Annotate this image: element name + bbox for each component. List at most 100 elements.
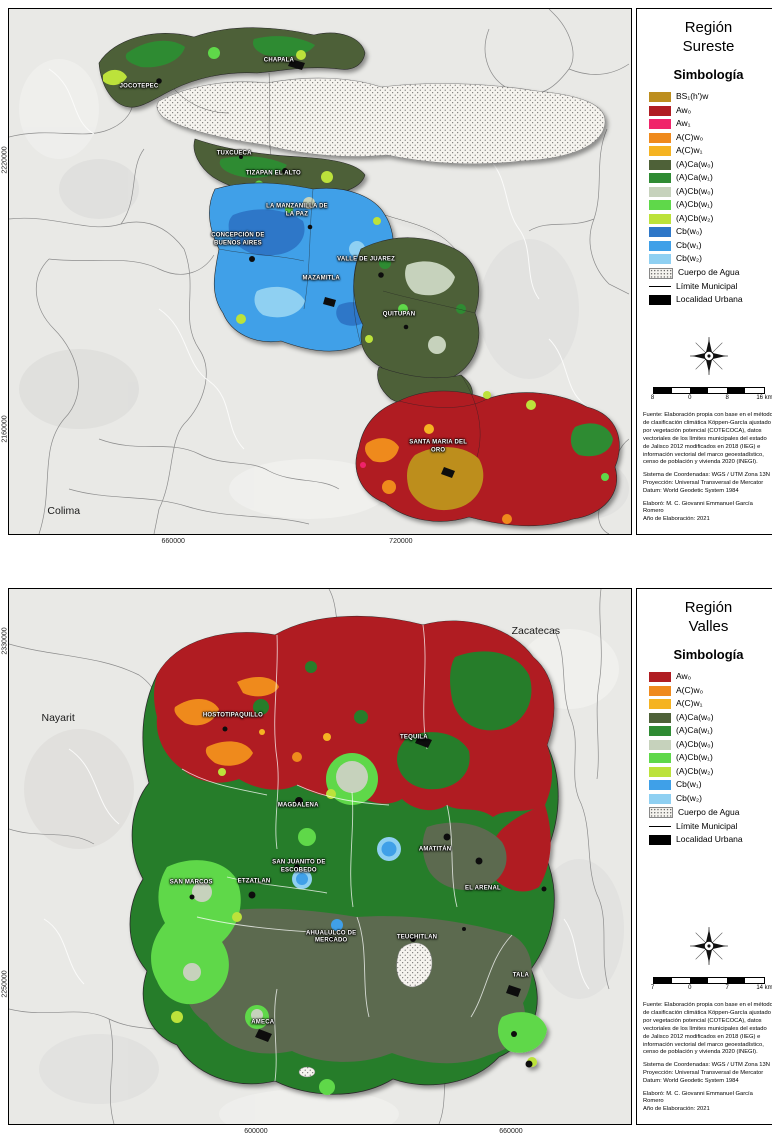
legend-label: Aw₁	[676, 118, 691, 129]
legend-label: (A)Cb(w₁)	[676, 752, 713, 763]
legend-label: Cb(w₁)	[676, 239, 702, 250]
scalebar-label: 7	[725, 985, 729, 992]
map-section-valles: Zacatecas Nayarit HOSTOTIPAQUILLO TEQUILA MA…	[2, 588, 772, 1135]
map-labels: Zacatecas Nayarit HOSTOTIPAQUILLO TEQUILA MA…	[2, 589, 631, 1135]
scalebar-label: 0	[688, 985, 692, 992]
legend-item: A(C)w₀	[649, 131, 772, 143]
municipality-label: AHUALULCO DE MERCADO	[305, 930, 357, 944]
legend-label: Cb(w₂)	[676, 792, 702, 803]
legend-item: Aw₁	[649, 118, 772, 129]
municipality-label: AMATITÁN	[418, 846, 452, 853]
credit-paragraph: Fuente: Elaboración propia con base en e…	[643, 412, 772, 466]
scalebar-label: 14 km	[756, 985, 772, 992]
legend-item: Localidad Urbana	[649, 834, 772, 845]
map-canvas-sureste: CHAPALA JOCOTEPEC TUXCUECA TIZAPAN EL ALTO L…	[2, 8, 632, 545]
legend-title: Simbología	[673, 66, 744, 82]
legend-item: Cb(w₁)	[649, 239, 772, 251]
municipality-label: CONCEPCIÓN DE BUENOS AIRES	[211, 232, 265, 247]
legend-label: A(C)w₀	[676, 684, 704, 695]
legend-item: Cuerpo de Agua	[649, 807, 772, 818]
west-lightgreen	[151, 860, 241, 1005]
legend-swatch-fill	[649, 699, 671, 709]
legend-swatch-fill	[649, 753, 671, 763]
legend-item: Cb(w₂)	[649, 253, 772, 264]
municipality-label: MAGDALENA	[277, 802, 319, 809]
legend-swatch-water	[649, 267, 673, 279]
urban-localities	[156, 59, 455, 478]
legend-item: (A)Ca(w₀)	[649, 159, 772, 170]
scalebar-labels: 8 0 8 16 km	[650, 395, 772, 403]
legend-label: A(C)w₀	[676, 131, 704, 142]
scale-bar: 8 0 8 16 km	[650, 387, 772, 403]
legend-item: (A)Cb(w₂)	[649, 765, 772, 777]
legend-swatch-fill	[649, 119, 671, 129]
map-canvas-valles: Zacatecas Nayarit HOSTOTIPAQUILLO TEQUILA MA…	[2, 588, 632, 1135]
map-title: Región Valles	[684, 599, 733, 635]
lake-chapala	[156, 77, 606, 165]
municipality-label: MAZAMITLA	[302, 275, 340, 282]
grid-coordinate: 720000	[389, 538, 413, 545]
legend-swatch-fill	[649, 240, 671, 251]
map-title: Región Sureste	[682, 19, 735, 55]
state-label: Zacatecas	[511, 624, 561, 637]
legend-item: (A)Ca(w₀)	[649, 712, 772, 723]
legend-swatch-fill	[649, 672, 671, 682]
legend-label: Límite Municipal	[676, 820, 738, 831]
legend-swatch-fill	[649, 132, 671, 143]
legend-swatch-fill	[649, 793, 671, 804]
legend-label: Localidad Urbana	[676, 294, 743, 305]
legend-title: Simbología	[673, 646, 744, 662]
legend-swatch-fill	[649, 685, 671, 696]
credit-paragraph: Fuente: Elaboración propia con base en e…	[643, 1002, 772, 1056]
legend-swatch-fill	[649, 173, 671, 183]
legend-swatch-water	[649, 807, 673, 818]
legend-label: A(C)w₁	[676, 698, 703, 709]
legend-swatch-fill	[649, 200, 671, 210]
legend-label: Aw₀	[676, 671, 692, 682]
grid-coordinate: 660000	[499, 1128, 523, 1135]
credits: Fuente: Elaboración propia con base en e…	[643, 412, 772, 529]
municipality-label: HOSTOTIPAQUILLO	[202, 712, 263, 719]
legend-item: (A)Ca(w₁)	[649, 725, 772, 736]
urban-localities	[189, 726, 547, 1068]
legend-swatch-fill	[649, 726, 671, 736]
legend-label: (A)Cb(w₂)	[676, 765, 714, 776]
legend-swatch-fill	[649, 227, 671, 237]
legend-label: (A)Ca(w₁)	[676, 725, 713, 736]
credit-paragraph: Elaboró: M. C. Giovanni Emmanuel García …	[643, 1090, 753, 1113]
legend-swatch-fill	[649, 739, 671, 750]
light-boundary-lines	[43, 748, 590, 990]
legend-item: (A)Cb(w₁)	[649, 752, 772, 763]
municipality-label: SAN JUANITO DE ESCOBEDO	[272, 859, 326, 874]
municipality-label: TALA	[512, 972, 530, 979]
legend-item: Aw₀	[649, 671, 772, 682]
legend-label: (A)Cb(w₀)	[676, 185, 714, 196]
credit-paragraph: Sistema de Coordenadas: WGS / UTM Zona 1…	[643, 1062, 770, 1084]
internal-municipal-boundaries	[181, 624, 513, 1082]
legend-swatch-line	[649, 286, 671, 288]
grid-coordinate: 2160000	[1, 415, 9, 443]
legend-panel-sureste: Región Sureste Simbología BS₁(h')w Aw₀ Aw₁…	[636, 8, 772, 535]
legend-panel-valles: Región Valles Simbología Aw₀ A(C)w₀ A(C)w₁…	[636, 588, 772, 1125]
legend-item: Cb(w₀)	[649, 226, 772, 237]
legend-swatch-fill	[649, 186, 671, 197]
legend-label: A(C)w₁	[676, 145, 703, 156]
municipality-label: ETZATLAN	[237, 877, 271, 884]
municipality-label: TIZAPAN EL ALTO	[245, 170, 301, 177]
legend-item: Localidad Urbana	[649, 294, 772, 306]
legend-swatch-fill	[649, 213, 671, 224]
municipality-label: EL ARENAL	[465, 885, 501, 892]
scalebar-label: 7	[650, 985, 655, 992]
south-olive-ACaw0	[184, 908, 532, 1064]
legend-item: (A)Cb(w₀)	[649, 739, 772, 750]
grid-coordinate: 660000	[161, 538, 185, 545]
state-label: Nayarit	[41, 712, 75, 725]
map-graphic-valles	[9, 589, 629, 1124]
scalebar-label: 0	[688, 395, 692, 402]
scale-bar-cells	[652, 387, 765, 395]
scalebar-label: 8	[650, 395, 655, 402]
legend-item: (A)Cb(w₂)	[649, 213, 772, 224]
legend-swatch-fill	[649, 712, 671, 723]
legend-item: A(C)w₀	[649, 684, 772, 696]
legend-item: Aw₀	[649, 105, 772, 116]
